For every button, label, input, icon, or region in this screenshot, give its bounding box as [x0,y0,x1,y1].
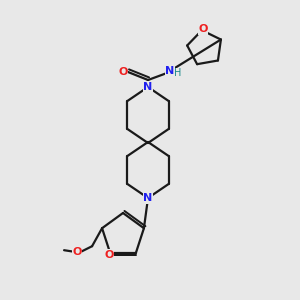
Text: N: N [143,193,153,203]
Text: N: N [143,82,153,92]
Text: H: H [174,68,182,78]
Text: O: O [72,247,82,257]
Text: O: O [198,24,208,34]
Text: O: O [104,250,114,260]
Text: N: N [165,66,175,76]
Text: O: O [118,67,128,77]
